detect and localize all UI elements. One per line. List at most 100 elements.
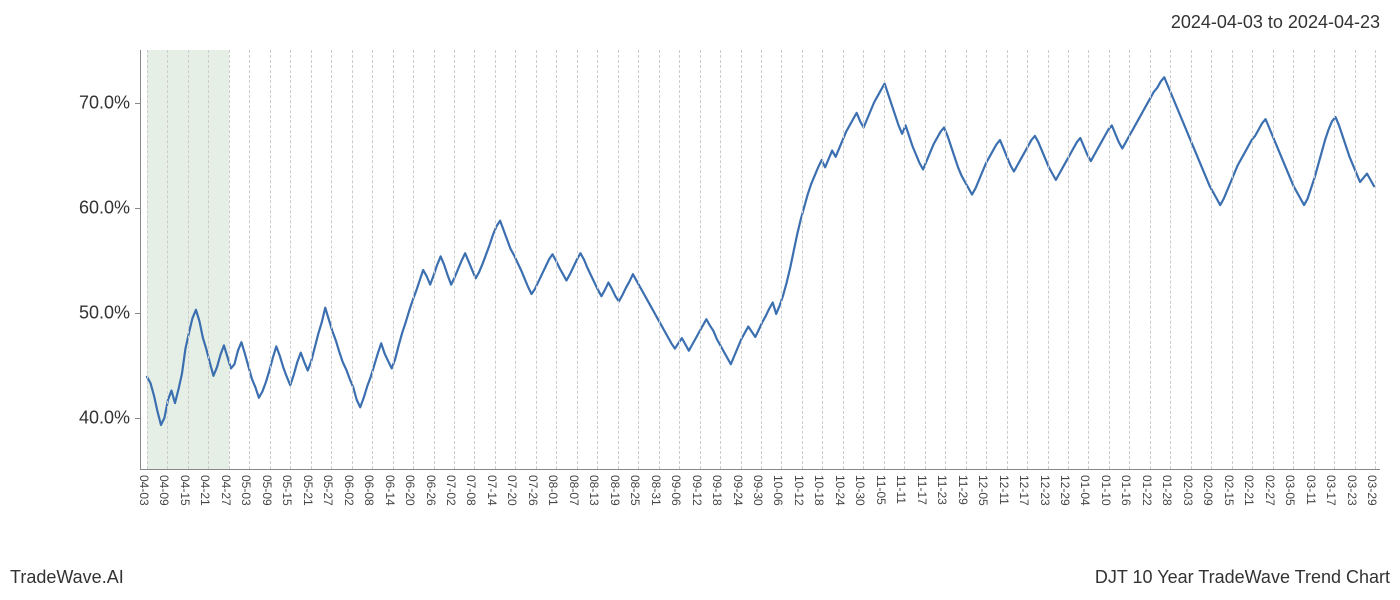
x-gridline: [761, 50, 762, 469]
x-gridline: [802, 50, 803, 469]
x-gridline: [1170, 50, 1171, 469]
x-axis-label: 09-18: [710, 475, 724, 506]
x-gridline: [1150, 50, 1151, 469]
x-gridline: [1375, 50, 1376, 469]
x-gridline: [1273, 50, 1274, 469]
x-axis-label: 03-05: [1283, 475, 1297, 506]
x-gridline: [1068, 50, 1069, 469]
x-axis-label: 05-15: [280, 475, 294, 506]
x-gridline: [495, 50, 496, 469]
x-axis-label: 05-21: [301, 475, 315, 506]
x-axis-label: 05-09: [260, 475, 274, 506]
x-gridline: [311, 50, 312, 469]
x-gridline: [1334, 50, 1335, 469]
x-axis-label: 07-02: [444, 475, 458, 506]
x-axis-label: 01-16: [1119, 475, 1133, 506]
x-axis-label: 11-23: [935, 475, 949, 505]
x-gridline: [1007, 50, 1008, 469]
x-axis-label: 06-08: [362, 475, 376, 506]
x-gridline: [1191, 50, 1192, 469]
x-axis-label: 06-26: [424, 475, 438, 506]
x-gridline: [188, 50, 189, 469]
x-axis-label: 12-23: [1038, 475, 1052, 506]
x-gridline: [966, 50, 967, 469]
x-axis-label: 01-28: [1160, 475, 1174, 506]
x-gridline: [290, 50, 291, 469]
x-gridline: [229, 50, 230, 469]
x-axis-label: 09-12: [690, 475, 704, 506]
x-gridline: [781, 50, 782, 469]
x-axis-label: 04-15: [178, 475, 192, 506]
x-gridline: [843, 50, 844, 469]
trend-chart: 40.0%50.0%60.0%70.0%04-0304-0904-1504-21…: [140, 50, 1380, 470]
x-axis-label: 06-14: [383, 475, 397, 506]
x-gridline: [434, 50, 435, 469]
x-gridline: [1314, 50, 1315, 469]
x-axis-label: 08-19: [608, 475, 622, 506]
x-gridline: [474, 50, 475, 469]
x-gridline: [1232, 50, 1233, 469]
x-axis-label: 10-06: [771, 475, 785, 506]
x-gridline: [720, 50, 721, 469]
x-axis-label: 07-08: [464, 475, 478, 506]
x-gridline: [454, 50, 455, 469]
x-gridline: [679, 50, 680, 469]
x-gridline: [1211, 50, 1212, 469]
x-gridline: [413, 50, 414, 469]
x-axis-label: 01-04: [1078, 475, 1092, 506]
x-axis-label: 10-24: [833, 475, 847, 506]
x-gridline: [597, 50, 598, 469]
chart-title-footer: DJT 10 Year TradeWave Trend Chart: [1095, 567, 1390, 588]
x-axis-label: 01-22: [1140, 475, 1154, 506]
x-axis-label: 02-21: [1242, 475, 1256, 506]
x-gridline: [1048, 50, 1049, 469]
x-axis-label: 12-05: [976, 475, 990, 506]
x-gridline: [1129, 50, 1130, 469]
x-gridline: [1252, 50, 1253, 469]
x-axis-label: 02-27: [1263, 475, 1277, 506]
y-axis-label: 50.0%: [40, 302, 130, 323]
x-gridline: [618, 50, 619, 469]
x-axis-label: 10-12: [792, 475, 806, 506]
x-gridline: [270, 50, 271, 469]
x-gridline: [249, 50, 250, 469]
x-gridline: [577, 50, 578, 469]
x-gridline: [741, 50, 742, 469]
x-axis-label: 08-25: [628, 475, 642, 506]
x-gridline: [863, 50, 864, 469]
x-gridline: [515, 50, 516, 469]
x-gridline: [986, 50, 987, 469]
x-axis-label: 08-31: [649, 475, 663, 506]
x-axis-label: 03-29: [1365, 475, 1379, 506]
x-axis-label: 08-01: [546, 475, 560, 506]
x-axis-label: 04-27: [219, 475, 233, 506]
x-axis-label: 11-11: [894, 475, 908, 504]
x-gridline: [1027, 50, 1028, 469]
x-axis-label: 08-13: [587, 475, 601, 506]
x-axis-label: 10-30: [853, 475, 867, 506]
x-axis-label: 09-24: [731, 475, 745, 506]
x-gridline: [331, 50, 332, 469]
x-gridline: [1088, 50, 1089, 469]
x-gridline: [925, 50, 926, 469]
x-axis-label: 03-23: [1345, 475, 1359, 506]
x-axis-label: 12-17: [1017, 475, 1031, 506]
x-gridline: [884, 50, 885, 469]
x-axis-label: 04-09: [157, 475, 171, 506]
x-axis-label: 02-03: [1181, 475, 1195, 506]
x-axis-label: 09-30: [751, 475, 765, 506]
x-gridline: [1355, 50, 1356, 469]
x-axis-label: 08-07: [567, 475, 581, 506]
x-gridline: [393, 50, 394, 469]
x-gridline: [536, 50, 537, 469]
y-axis-label: 60.0%: [40, 197, 130, 218]
x-axis-label: 02-15: [1222, 475, 1236, 506]
x-gridline: [1293, 50, 1294, 469]
x-axis-label: 07-20: [505, 475, 519, 506]
x-axis-label: 03-17: [1324, 475, 1338, 506]
x-axis-label: 02-09: [1201, 475, 1215, 506]
x-gridline: [372, 50, 373, 469]
x-axis-label: 07-26: [526, 475, 540, 506]
x-axis-label: 11-17: [915, 475, 929, 505]
y-axis-label: 70.0%: [40, 92, 130, 113]
